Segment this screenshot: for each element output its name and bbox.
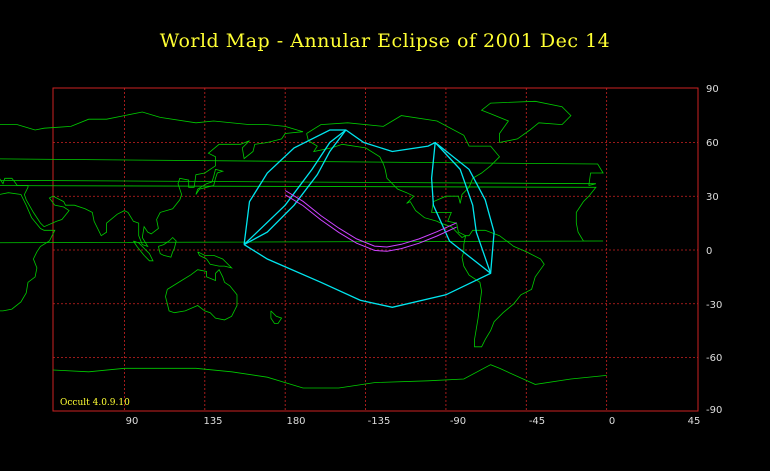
coastline-sumatra [133,240,154,262]
lat-label-minus30: -30 [706,300,723,311]
graticule [53,88,698,411]
lon-label-0: 0 [608,416,616,427]
penumbra-outline [243,129,495,308]
lon-label-180: 180 [286,416,306,427]
coastlines [0,100,607,389]
lat-label-0: 0 [706,246,713,257]
coastline-antarctica [52,364,607,389]
map-frame [52,87,699,412]
coastline-new-guinea [197,251,233,269]
lon-label-135: 135 [203,416,223,427]
lon-label-90: 90 [125,416,139,427]
coastline-eurasia [0,111,604,248]
coastline-japan [195,168,225,195]
eclipse-limit-curve [243,129,347,246]
lon-label-minus90: -90 [449,416,467,427]
lon-label-45: 45 [687,416,701,427]
lon-label-minus45: -45 [528,416,546,427]
eclipse-limit-curve [434,142,492,274]
eclipse-limit-curve [243,129,347,246]
coastline-greenland [480,100,572,143]
lon-label-minus135: -135 [367,416,391,427]
software-credit: Occult 4.0.9.10 [60,398,130,408]
coastline-new-zealand [270,310,283,324]
coastline-borneo [158,236,177,258]
map-title: World Map - Annular Eclipse of 2001 Dec … [159,30,611,52]
eclipse-paths [243,129,495,308]
coastline-africa [0,185,604,312]
coastline-australia [165,269,238,321]
lat-label-90: 90 [706,84,719,95]
lat-label-minus90: -90 [706,405,723,416]
lat-label-minus60: -60 [706,353,723,364]
coastline-south-america [461,229,545,348]
coastline-north-america [306,115,501,238]
lat-label-60: 60 [706,138,719,149]
lat-label-30: 30 [706,192,719,203]
eclipse-limit-curve [430,142,492,274]
annular-path-south-limit [284,194,457,252]
annular-path-north-limit [284,190,457,248]
